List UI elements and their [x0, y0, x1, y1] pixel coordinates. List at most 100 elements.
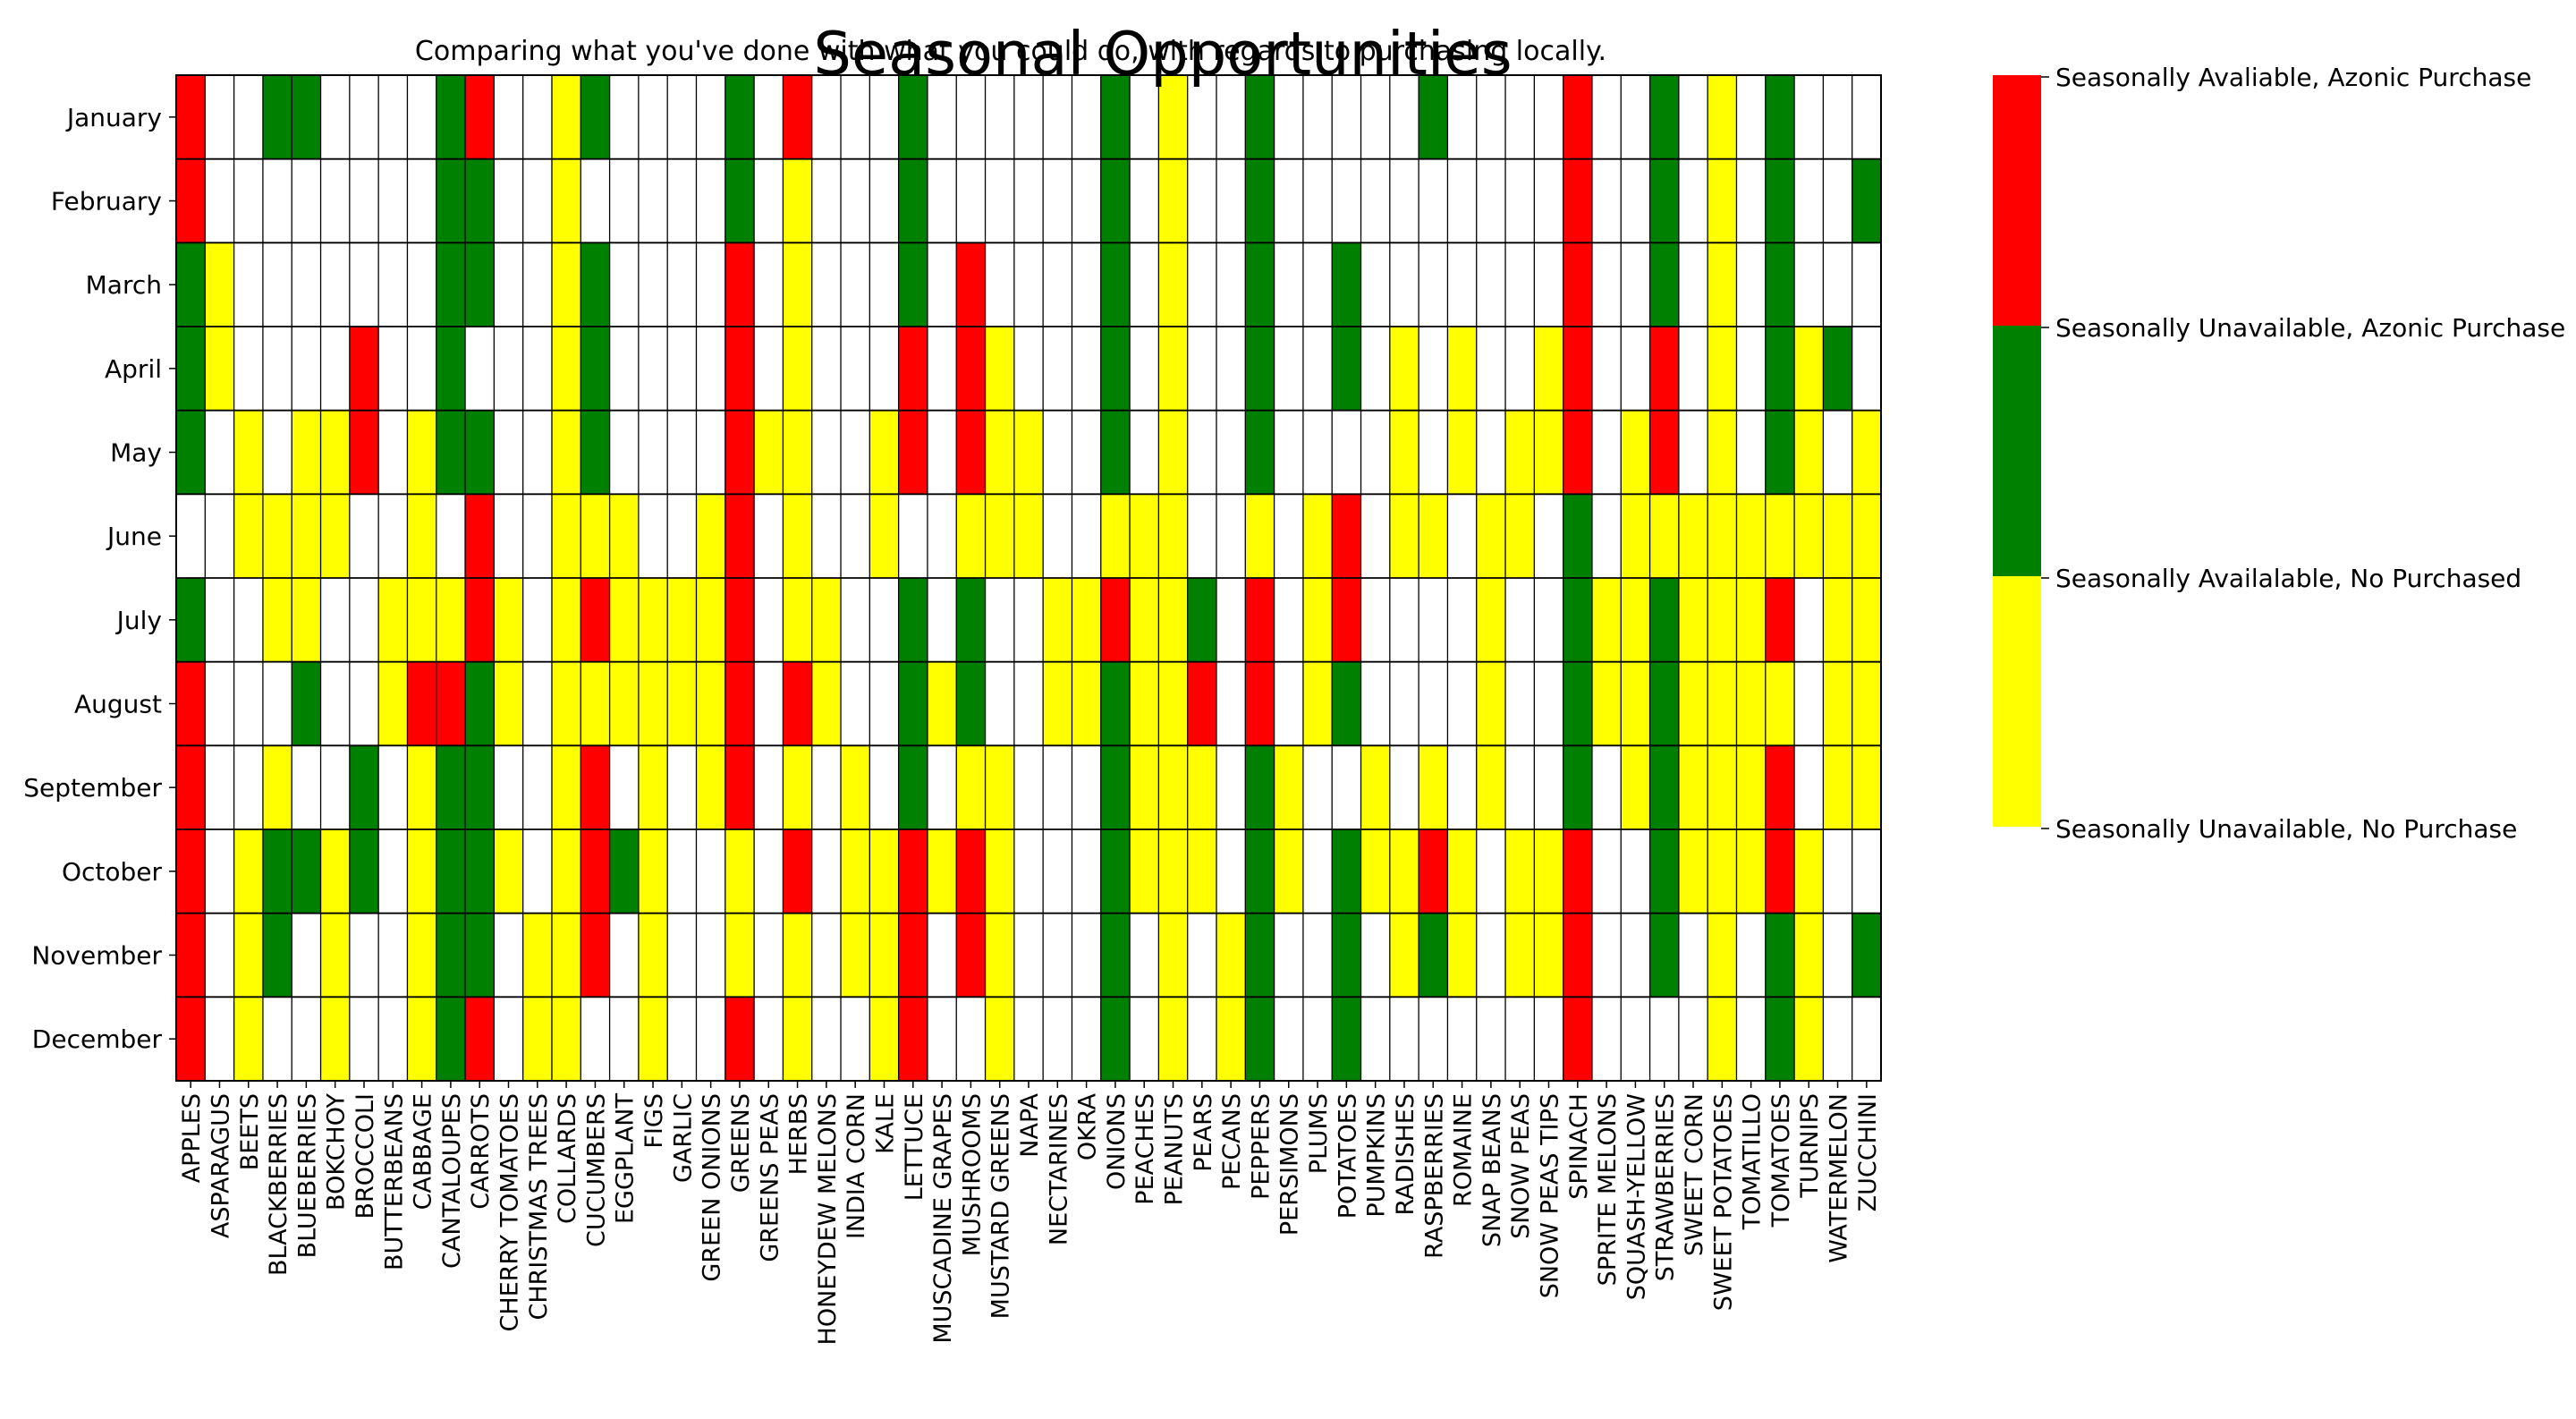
heatmap-cell	[1043, 997, 1073, 1082]
heatmap-cell	[1823, 745, 1853, 830]
heatmap-cell	[436, 913, 466, 998]
heatmap-cell	[1678, 327, 1708, 412]
heatmap-cell	[580, 242, 611, 327]
heatmap-cell	[1216, 661, 1246, 746]
heatmap-cell	[1765, 327, 1795, 412]
heatmap-cell	[1013, 327, 1044, 412]
heatmap-cell	[522, 410, 553, 495]
x-tick-label: PEARS	[1190, 1093, 1217, 1172]
x-tick-label: INDIA CORN	[843, 1093, 870, 1239]
heatmap-cell	[811, 158, 842, 243]
heatmap-cell	[1505, 661, 1535, 746]
heatmap-cell	[638, 410, 668, 495]
x-tick-label: EGGPLANT	[612, 1093, 640, 1225]
heatmap-cell	[696, 494, 726, 579]
heatmap-cell	[783, 578, 813, 663]
x-tick-label: TURNIPS	[1796, 1093, 1824, 1199]
colorbar-segment	[1993, 326, 2041, 576]
y-tick-label: August	[74, 690, 162, 719]
heatmap-cell	[262, 913, 292, 998]
heatmap-cell	[494, 75, 524, 160]
heatmap-cell	[811, 327, 842, 412]
heatmap-cell	[869, 745, 900, 830]
heatmap-cell	[1794, 913, 1824, 998]
heatmap-cell	[1563, 829, 1593, 914]
heatmap-cell	[1505, 913, 1535, 998]
heatmap-cell	[1360, 745, 1391, 830]
x-tick-label: PECANS	[1218, 1093, 1246, 1190]
heatmap-cell	[754, 242, 784, 327]
heatmap-cell	[1216, 829, 1246, 914]
heatmap-cell	[841, 242, 870, 327]
heatmap-cell	[1678, 661, 1708, 746]
heatmap-cell	[1216, 327, 1246, 412]
x-tick-label: WATERMELON	[1826, 1093, 1853, 1263]
heatmap-cell	[1707, 494, 1738, 579]
heatmap-cell	[320, 327, 351, 412]
heatmap-cell	[1130, 494, 1159, 579]
y-tick-label: May	[110, 438, 162, 468]
heatmap-cell	[1360, 75, 1391, 160]
heatmap-cell	[494, 158, 524, 243]
heatmap-cell	[1419, 661, 1449, 746]
heatmap-cell	[378, 578, 409, 663]
heatmap-cell	[609, 327, 640, 412]
x-tick-label: PERSIMONS	[1276, 1093, 1304, 1236]
x-tick-label: BUTTERBEANS	[380, 1093, 408, 1270]
heatmap-cell	[841, 410, 870, 495]
x-tick-label: SWEET CORN	[1681, 1093, 1708, 1256]
heatmap-cell	[378, 327, 409, 412]
heatmap-cell	[956, 494, 987, 579]
heatmap-cell	[292, 997, 322, 1082]
heatmap-cell	[985, 913, 1015, 998]
x-tick-label: SNAP BEANS	[1479, 1093, 1506, 1247]
heatmap-cell	[1447, 158, 1478, 243]
heatmap-cell	[205, 829, 235, 914]
heatmap-cell	[349, 410, 379, 495]
heatmap-cell	[407, 410, 437, 495]
heatmap-cell	[696, 829, 726, 914]
heatmap-cell	[349, 578, 379, 663]
heatmap-cell	[1563, 661, 1593, 746]
heatmap-cell	[609, 75, 640, 160]
heatmap-cell	[1678, 410, 1708, 495]
heatmap-cell	[1765, 494, 1795, 579]
heatmap-cell	[262, 829, 292, 914]
y-tick-label: November	[31, 941, 162, 971]
heatmap-cell	[985, 829, 1015, 914]
heatmap-cell	[176, 410, 206, 495]
heatmap-cell	[609, 494, 640, 579]
heatmap-cell	[1100, 410, 1131, 495]
heatmap-cell	[1707, 242, 1738, 327]
heatmap-cell	[1447, 242, 1478, 327]
x-tick-label: SNOW PEAS TIPS	[1536, 1093, 1563, 1298]
x-tick-label: HONEYDEW MELONS	[814, 1093, 842, 1345]
x-tick-label: SPRITE MELONS	[1594, 1093, 1622, 1286]
heatmap-cell	[407, 242, 437, 327]
heatmap-cell	[1043, 578, 1073, 663]
heatmap-cell	[176, 997, 206, 1082]
heatmap-cell	[1332, 745, 1362, 830]
heatmap-cell	[898, 75, 928, 160]
heatmap-cell	[1736, 997, 1767, 1082]
heatmap-cell	[667, 829, 698, 914]
heatmap-cell	[1621, 745, 1651, 830]
heatmap-cell	[436, 75, 466, 160]
x-tick-label: FIGS	[640, 1093, 668, 1149]
heatmap-cell	[1302, 578, 1333, 663]
heatmap-cell	[811, 913, 842, 998]
heatmap-cell	[1389, 410, 1419, 495]
heatmap-cell	[205, 913, 235, 998]
heatmap-cell	[1187, 829, 1217, 914]
heatmap-cell	[1043, 745, 1073, 830]
heatmap-cell	[233, 829, 264, 914]
heatmap-cell	[349, 661, 379, 746]
heatmap-cell	[667, 745, 698, 830]
y-tick-label: March	[86, 270, 162, 300]
heatmap-cell	[1013, 913, 1044, 998]
heatmap-cell	[1013, 75, 1044, 160]
heatmap-cell	[1823, 158, 1853, 243]
heatmap-cell	[465, 745, 495, 830]
heatmap-cell	[985, 242, 1015, 327]
x-tick-label: MUSCADINE GRAPES	[929, 1093, 957, 1344]
